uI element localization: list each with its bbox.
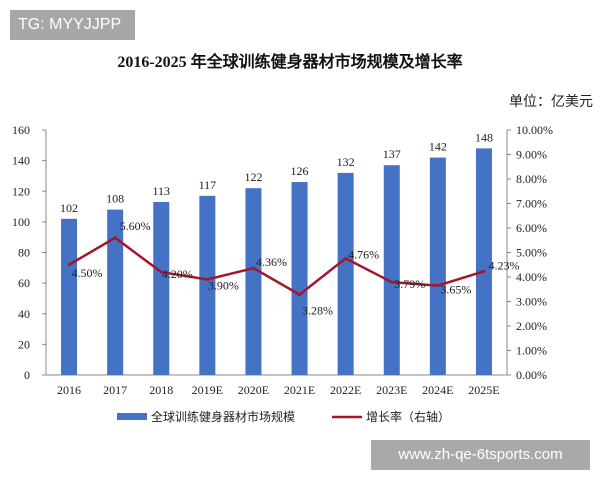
- x-tick-label: 2021E: [284, 383, 315, 397]
- bar-value-label: 126: [291, 164, 309, 178]
- right-tick-label: 6.00%: [516, 221, 547, 235]
- left-tick-label: 40: [18, 307, 30, 321]
- x-tick-label: 2023E: [376, 383, 407, 397]
- watermark-bottom: www.zh-qe-6tsports.com: [371, 440, 590, 470]
- right-tick-label: 10.00%: [516, 123, 553, 137]
- bar-value-label: 113: [152, 184, 170, 198]
- x-tick-label: 2025E: [468, 383, 499, 397]
- bar-value-label: 117: [199, 178, 217, 192]
- bar: [337, 172, 354, 375]
- bar-value-label: 148: [475, 130, 493, 144]
- right-tick-label: 3.00%: [516, 295, 547, 309]
- bar-value-label: 108: [106, 192, 124, 206]
- growth-label: 4.20%: [162, 267, 193, 281]
- growth-point: [159, 270, 163, 274]
- right-tick-label: 1.00%: [516, 344, 547, 358]
- bar: [107, 209, 124, 375]
- left-tick-label: 140: [12, 154, 30, 168]
- growth-point: [482, 269, 486, 273]
- growth-point: [67, 263, 71, 267]
- bar: [475, 148, 492, 375]
- right-tick-label: 5.00%: [516, 246, 547, 260]
- growth-point: [344, 256, 348, 260]
- left-tick-label: 20: [18, 337, 30, 351]
- growth-label: 4.76%: [348, 247, 379, 261]
- x-tick-label: 2018: [149, 383, 173, 397]
- growth-point: [205, 277, 209, 281]
- growth-label: 4.50%: [72, 266, 103, 280]
- growth-label: 4.23%: [488, 258, 519, 272]
- bar: [199, 195, 216, 375]
- legend-line-label: 增长率（右轴）: [366, 409, 450, 424]
- unit-label: 单位：亿美元: [509, 94, 593, 110]
- right-tick-label: 8.00%: [516, 172, 547, 186]
- bar-value-label: 132: [337, 155, 355, 169]
- right-tick-label: 7.00%: [516, 197, 547, 211]
- left-tick-label: 120: [12, 184, 30, 198]
- bar: [61, 218, 78, 375]
- legend-bar-label: 全球训练健身器材市场规模: [151, 409, 295, 424]
- growth-point: [390, 280, 394, 284]
- growth-point: [113, 236, 117, 240]
- growth-label: 3.90%: [208, 278, 239, 292]
- bar: [153, 201, 170, 375]
- left-tick-label: 60: [18, 276, 30, 290]
- bar-value-label: 142: [429, 140, 447, 154]
- growth-point: [298, 293, 302, 297]
- legend-bar-swatch: [117, 413, 147, 420]
- left-tick-label: 160: [12, 123, 30, 137]
- bar: [429, 157, 446, 375]
- left-tick-label: 80: [18, 246, 30, 260]
- x-tick-label: 2024E: [422, 383, 453, 397]
- growth-label: 3.28%: [302, 304, 333, 318]
- right-tick-label: 9.00%: [516, 148, 547, 162]
- growth-label: 4.36%: [256, 255, 287, 269]
- bar-value-label: 122: [244, 170, 262, 184]
- bar-value-label: 137: [383, 147, 401, 161]
- bar: [383, 165, 400, 375]
- growth-label: 3.79%: [394, 277, 425, 291]
- x-tick-label: 2016: [57, 383, 81, 397]
- growth-label: 5.60%: [120, 219, 151, 233]
- growth-point: [251, 266, 255, 270]
- bar: [245, 188, 262, 375]
- left-tick-label: 100: [12, 215, 30, 229]
- x-tick-label: 2020E: [238, 383, 269, 397]
- left-tick-label: 0: [24, 368, 30, 382]
- x-tick-label: 2022E: [330, 383, 361, 397]
- growth-label: 3.65%: [440, 283, 471, 297]
- right-tick-label: 0.00%: [516, 368, 547, 382]
- bar-value-label: 102: [60, 201, 78, 215]
- growth-line: [68, 236, 485, 297]
- right-tick-label: 4.00%: [516, 270, 547, 284]
- chart-title: 2016-2025 年全球训练健身器材市场规模及增长率: [117, 52, 462, 71]
- growth-point: [436, 284, 440, 288]
- right-tick-label: 2.00%: [516, 319, 547, 333]
- bar: [291, 182, 308, 375]
- x-tick-label: 2017: [103, 383, 127, 397]
- x-tick-label: 2019E: [192, 383, 223, 397]
- watermark-top: TG: MYYJJPP: [10, 10, 135, 40]
